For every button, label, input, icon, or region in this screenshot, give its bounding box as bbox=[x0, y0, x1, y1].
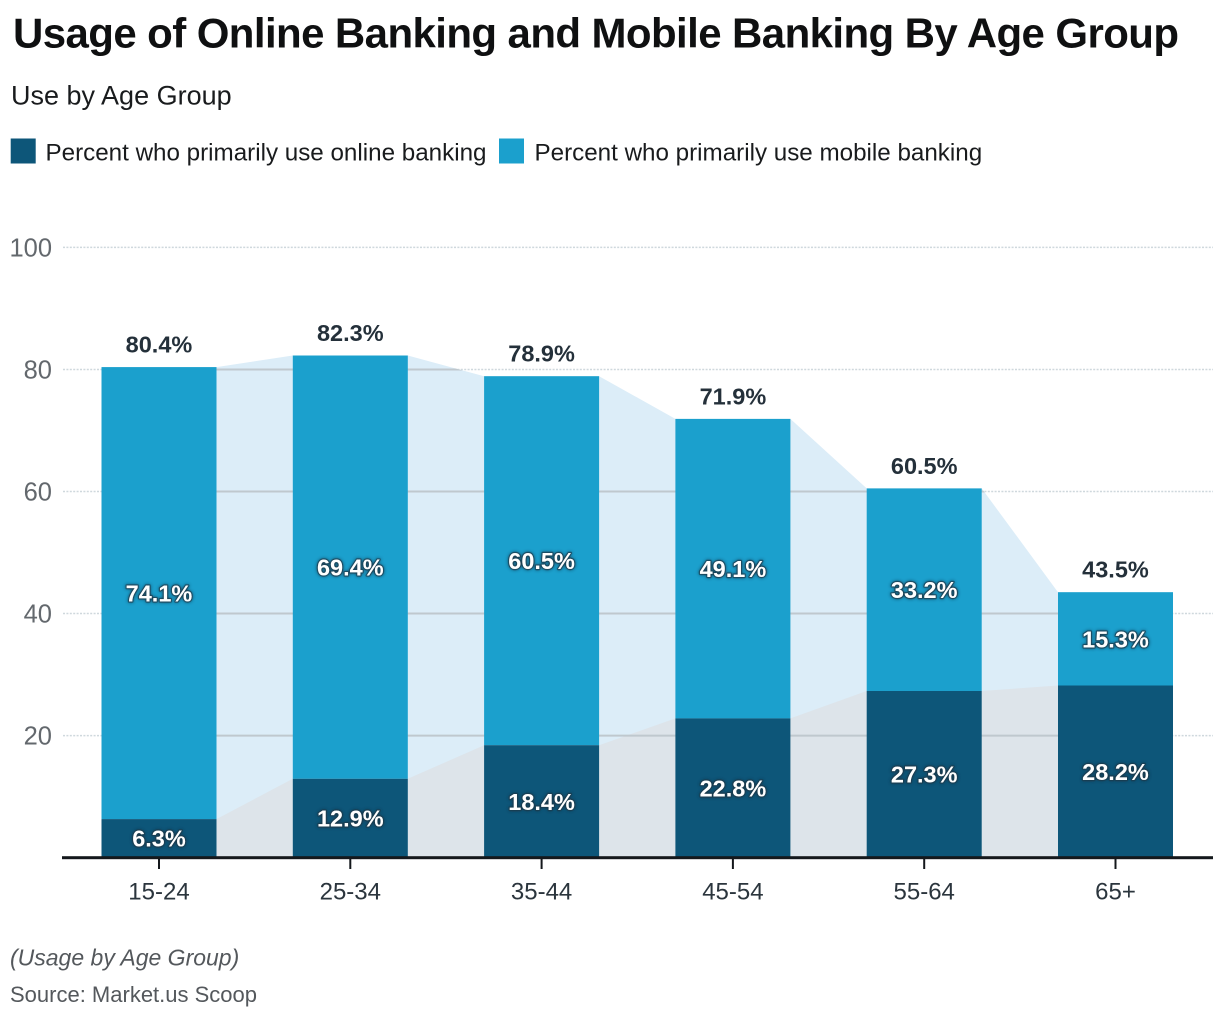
svg-text:27.3%: 27.3% bbox=[891, 762, 958, 788]
svg-text:65+: 65+ bbox=[1095, 879, 1136, 906]
svg-text:49.1%: 49.1% bbox=[700, 556, 767, 582]
svg-text:20: 20 bbox=[24, 723, 52, 751]
svg-text:71.9%: 71.9% bbox=[700, 383, 767, 409]
svg-text:82.3%: 82.3% bbox=[317, 320, 384, 346]
svg-text:Percent who primarily use mobi: Percent who primarily use mobile banking bbox=[535, 140, 983, 167]
svg-text:22.8%: 22.8% bbox=[700, 775, 767, 801]
svg-text:28.2%: 28.2% bbox=[1082, 759, 1149, 785]
svg-text:6.3%: 6.3% bbox=[132, 826, 186, 852]
svg-text:80.4%: 80.4% bbox=[126, 332, 193, 358]
svg-text:80: 80 bbox=[24, 357, 52, 385]
svg-text:25-34: 25-34 bbox=[320, 879, 381, 906]
svg-text:45-54: 45-54 bbox=[702, 879, 763, 906]
svg-text:40: 40 bbox=[24, 601, 52, 629]
svg-text:33.2%: 33.2% bbox=[891, 577, 958, 603]
svg-text:35-44: 35-44 bbox=[511, 879, 572, 906]
svg-text:Percent who primarily use onli: Percent who primarily use online banking bbox=[46, 140, 487, 167]
svg-text:15.3%: 15.3% bbox=[1082, 626, 1149, 652]
svg-text:100: 100 bbox=[9, 235, 52, 263]
svg-text:55-64: 55-64 bbox=[894, 879, 955, 906]
svg-text:60: 60 bbox=[24, 479, 52, 507]
svg-text:78.9%: 78.9% bbox=[508, 341, 575, 367]
svg-text:74.1%: 74.1% bbox=[126, 581, 193, 607]
svg-text:60.5%: 60.5% bbox=[508, 548, 575, 574]
svg-text:Source: Market.us Scoop: Source: Market.us Scoop bbox=[10, 982, 257, 1007]
svg-text:18.4%: 18.4% bbox=[508, 789, 575, 815]
svg-text:(Usage by Age Group): (Usage by Age Group) bbox=[10, 945, 239, 971]
svg-text:69.4%: 69.4% bbox=[317, 555, 384, 581]
svg-text:Usage of Online Banking and Mo: Usage of Online Banking and Mobile Banki… bbox=[13, 10, 1179, 57]
svg-text:Use by Age Group: Use by Age Group bbox=[11, 81, 232, 111]
svg-text:60.5%: 60.5% bbox=[891, 453, 958, 479]
svg-text:15-24: 15-24 bbox=[128, 879, 189, 906]
svg-text:12.9%: 12.9% bbox=[317, 806, 384, 832]
svg-text:43.5%: 43.5% bbox=[1082, 557, 1149, 583]
